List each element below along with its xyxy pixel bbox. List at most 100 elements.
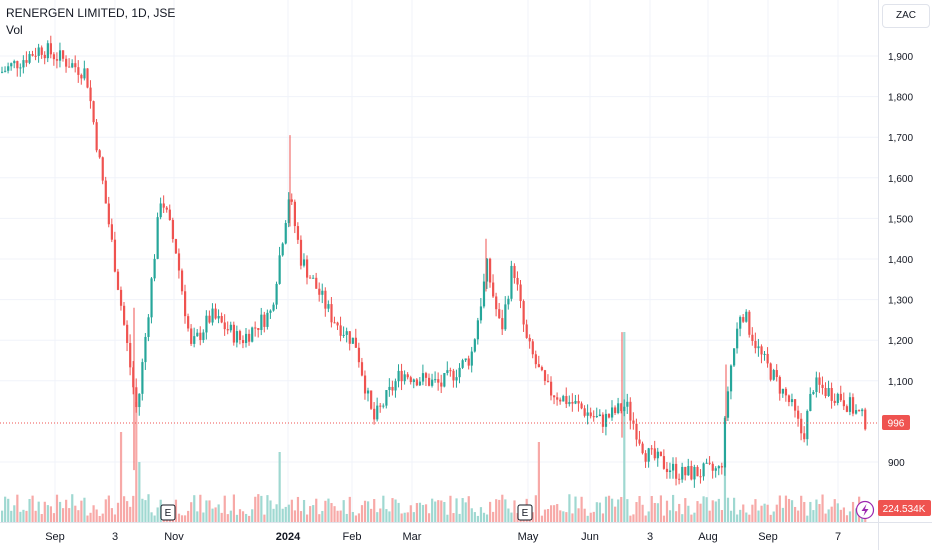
price-axis[interactable]: 1,900 1,800 1,700 1,600 1,500 1,400 1,300 1,200…: [888, 52, 913, 469]
volume-bar: [492, 511, 495, 522]
volume-bar: [202, 512, 205, 522]
candle-body: [437, 379, 440, 383]
volume-bar: [479, 507, 483, 522]
candle-body: [193, 336, 196, 344]
volume-bar: [553, 505, 556, 522]
volume-bar: [28, 498, 31, 522]
volume-bar: [333, 506, 336, 522]
volume-bar: [736, 514, 739, 522]
candle-body: [330, 304, 333, 323]
volume-bar: [101, 513, 104, 522]
candle-body: [778, 377, 781, 394]
candle-body: [418, 381, 422, 386]
candle-body: [40, 47, 43, 55]
candle-body: [107, 203, 110, 225]
earnings-marker[interactable]: E: [160, 504, 176, 521]
currency-button[interactable]: ZAC: [882, 4, 930, 28]
volume-badge: 224.534K: [878, 500, 931, 516]
volume-bar: [772, 511, 775, 522]
candle-body: [638, 439, 641, 444]
volume-bar: [318, 514, 321, 522]
volume-bar: [656, 503, 659, 522]
candle-body: [424, 373, 428, 378]
volume-bar: [7, 498, 10, 522]
candle-body: [168, 209, 171, 220]
candle-body: [110, 224, 113, 240]
candle-body: [74, 63, 77, 68]
symbol-title[interactable]: RENERGEN LIMITED, 1D, JSE: [6, 6, 176, 20]
volume-bar: [833, 499, 836, 522]
candle-body: [733, 348, 736, 366]
volume-bar: [74, 505, 77, 522]
candle-body: [159, 203, 162, 218]
volume-bar: [421, 504, 425, 522]
candle-body: [470, 351, 473, 366]
volume-bar: [778, 495, 781, 522]
volume-bar: [86, 515, 89, 522]
grid-lines: [0, 0, 878, 522]
time-tick-label: Aug: [698, 531, 718, 543]
volume-bar: [540, 515, 544, 522]
volume-bar: [748, 514, 751, 522]
volume-bar: [107, 495, 110, 522]
candle-body: [607, 413, 611, 418]
candle-body: [388, 386, 391, 391]
candle-body: [10, 63, 13, 67]
volume-bar: [110, 508, 113, 522]
volume-label[interactable]: Vol: [6, 23, 23, 37]
volume-bar: [272, 508, 275, 522]
price-tick-label: 1,100: [888, 377, 913, 388]
volume-bar: [675, 511, 678, 522]
volume-bar: [174, 499, 178, 522]
candle-body: [684, 466, 687, 476]
volume-bar: [443, 501, 446, 522]
volume-bar: [769, 514, 772, 522]
volume-bar: [184, 515, 187, 522]
volume-bar: [150, 512, 153, 522]
candle-body: [379, 405, 382, 407]
time-axis[interactable]: Sep 3 Nov 2024 Feb Mar May Jun 3 Aug Sep 7: [45, 531, 841, 543]
candle-body: [769, 363, 772, 380]
volume-bar: [281, 508, 284, 522]
volume-bar: [589, 512, 592, 522]
candle-body: [797, 410, 800, 419]
volume-bar: [537, 442, 540, 522]
volume-bar: [214, 507, 217, 522]
candle-body: [238, 331, 242, 340]
candle-body: [534, 354, 537, 365]
volume-bar: [470, 508, 473, 522]
volume-bar: [315, 498, 318, 522]
candle-body: [296, 226, 300, 240]
candle-body: [232, 324, 235, 343]
volume-bar: [571, 513, 574, 522]
volume-bar: [217, 504, 220, 522]
candle-body: [434, 379, 437, 381]
candle-body: [479, 306, 483, 321]
volume-bar: [80, 500, 83, 522]
volume-bar: [464, 502, 467, 522]
candle-body: [745, 311, 748, 322]
volume-bar: [278, 452, 281, 522]
volume-bar: [534, 495, 537, 522]
volume-bar: [757, 510, 760, 522]
volume-bar: [632, 514, 635, 522]
earnings-marker[interactable]: E: [517, 504, 533, 521]
candle-body: [653, 448, 656, 459]
candle-body: [345, 331, 348, 335]
volume-bar: [821, 494, 824, 522]
candle-body: [43, 54, 46, 59]
candle-body: [37, 47, 40, 56]
volume-bar: [815, 499, 818, 522]
volume-bar: [126, 501, 129, 522]
candle-body: [421, 373, 425, 382]
candle-body: [135, 387, 138, 408]
volume-bar: [455, 498, 458, 522]
volume-bar: [733, 497, 736, 522]
candle-body: [848, 397, 852, 412]
lightning-icon[interactable]: [855, 500, 875, 520]
candle-body: [687, 466, 690, 476]
volume-bar: [550, 505, 553, 522]
time-tick-label: Sep: [758, 531, 778, 543]
